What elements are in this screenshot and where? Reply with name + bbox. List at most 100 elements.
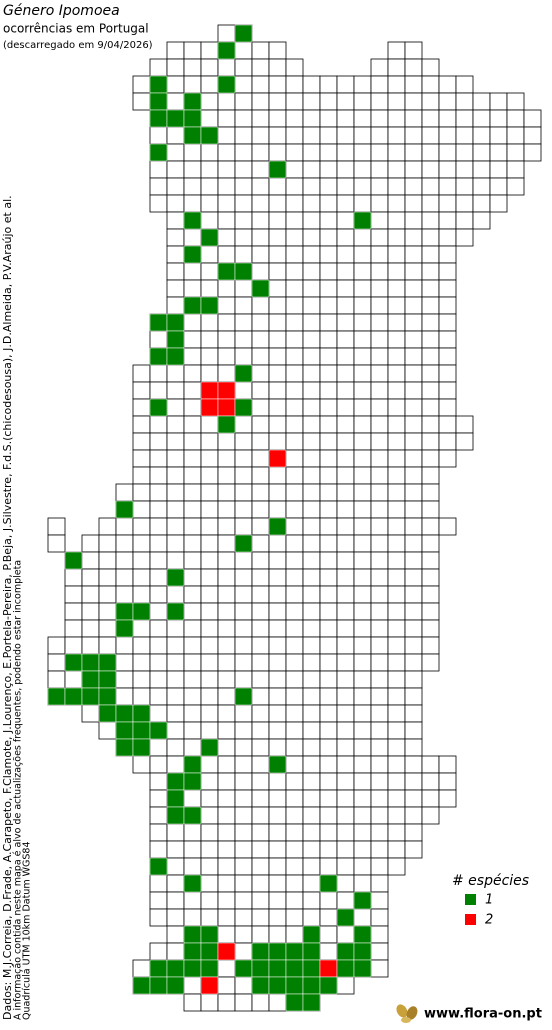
grid-cell	[336, 670, 355, 689]
grid-cell	[183, 449, 202, 468]
grid-cell	[200, 874, 219, 893]
grid-cell	[336, 840, 355, 859]
grid-cell	[319, 823, 338, 842]
grid-cell	[217, 296, 236, 315]
grid-cell	[404, 381, 423, 400]
grid-cell	[183, 75, 202, 94]
grid-cell	[353, 687, 372, 706]
grid-cell	[115, 585, 134, 604]
occurrence-cell	[353, 925, 372, 944]
grid-cell	[200, 466, 219, 485]
grid-cell	[132, 75, 151, 94]
grid-cell	[387, 432, 406, 451]
grid-cell	[353, 500, 372, 519]
grid-cell	[149, 772, 168, 791]
grid-cell	[149, 58, 168, 77]
grid-cell	[472, 177, 491, 196]
occurrence-cell	[268, 755, 287, 774]
grid-cell	[472, 194, 491, 213]
grid-cell	[353, 109, 372, 128]
grid-cell	[285, 279, 304, 298]
grid-cell	[404, 789, 423, 808]
grid-cell	[421, 772, 440, 791]
grid-cell	[268, 245, 287, 264]
grid-cell	[149, 483, 168, 502]
grid-cell	[302, 704, 321, 723]
grid-cell	[285, 772, 304, 791]
grid-cell	[200, 483, 219, 502]
grid-cell	[251, 194, 270, 213]
grid-cell	[370, 925, 389, 944]
grid-cell	[404, 211, 423, 230]
grid-cell	[217, 738, 236, 757]
grid-cell	[353, 449, 372, 468]
grid-cell	[183, 364, 202, 383]
grid-cell	[319, 721, 338, 740]
grid-cell	[370, 330, 389, 349]
grid-cell	[268, 925, 287, 944]
grid-cell	[268, 585, 287, 604]
occurrence-cell	[217, 398, 236, 417]
grid-cell	[370, 211, 389, 230]
grid-cell	[251, 347, 270, 366]
grid-cell	[336, 381, 355, 400]
grid-cell	[370, 619, 389, 638]
grid-cell	[234, 228, 253, 247]
grid-cell	[234, 891, 253, 910]
grid-cell	[251, 330, 270, 349]
grid-cell	[336, 449, 355, 468]
grid-cell	[132, 415, 151, 434]
grid-cell	[268, 738, 287, 757]
grid-cell	[353, 160, 372, 179]
grid-cell	[302, 483, 321, 502]
grid-cell	[166, 908, 185, 927]
grid-cell	[387, 670, 406, 689]
grid-cell	[370, 908, 389, 927]
grid-cell	[200, 415, 219, 434]
occurrence-cell	[149, 959, 168, 978]
grid-cell	[234, 925, 253, 944]
grid-cell	[302, 211, 321, 230]
grid-cell	[370, 109, 389, 128]
grid-cell	[251, 619, 270, 638]
grid-cell	[387, 772, 406, 791]
grid-cell	[455, 75, 474, 94]
grid-cell	[166, 177, 185, 196]
grid-cell	[200, 636, 219, 655]
grid-cell	[421, 126, 440, 145]
grid-cell	[183, 823, 202, 842]
grid-cell	[370, 823, 389, 842]
grid-cell	[251, 517, 270, 536]
occurrence-cell	[353, 959, 372, 978]
grid-cell	[319, 551, 338, 570]
grid-cell	[251, 568, 270, 587]
grid-cell	[285, 653, 304, 672]
grid-cell	[370, 228, 389, 247]
occurrence-cell	[183, 772, 202, 791]
grid-cell	[353, 908, 372, 927]
grid-cell	[166, 160, 185, 179]
grid-cell	[370, 585, 389, 604]
occurrence-cell	[268, 942, 287, 961]
grid-cell	[251, 806, 270, 825]
grid-cell	[81, 602, 100, 621]
grid-cell	[251, 245, 270, 264]
grid-cell	[404, 806, 423, 825]
grid-cell	[200, 143, 219, 162]
grid-cell	[251, 687, 270, 706]
grid-cell	[166, 585, 185, 604]
grid-cell	[234, 75, 253, 94]
grid-cell	[234, 670, 253, 689]
grid-cell	[336, 109, 355, 128]
grid-cell	[387, 58, 406, 77]
occurrence-cell	[183, 126, 202, 145]
grid-cell	[234, 993, 253, 1012]
grid-cell	[285, 228, 304, 247]
grid-cell	[404, 636, 423, 655]
grid-cell	[234, 874, 253, 893]
grid-cell	[183, 41, 202, 60]
grid-cell	[370, 721, 389, 740]
grid-cell	[319, 619, 338, 638]
grid-cell	[302, 364, 321, 383]
